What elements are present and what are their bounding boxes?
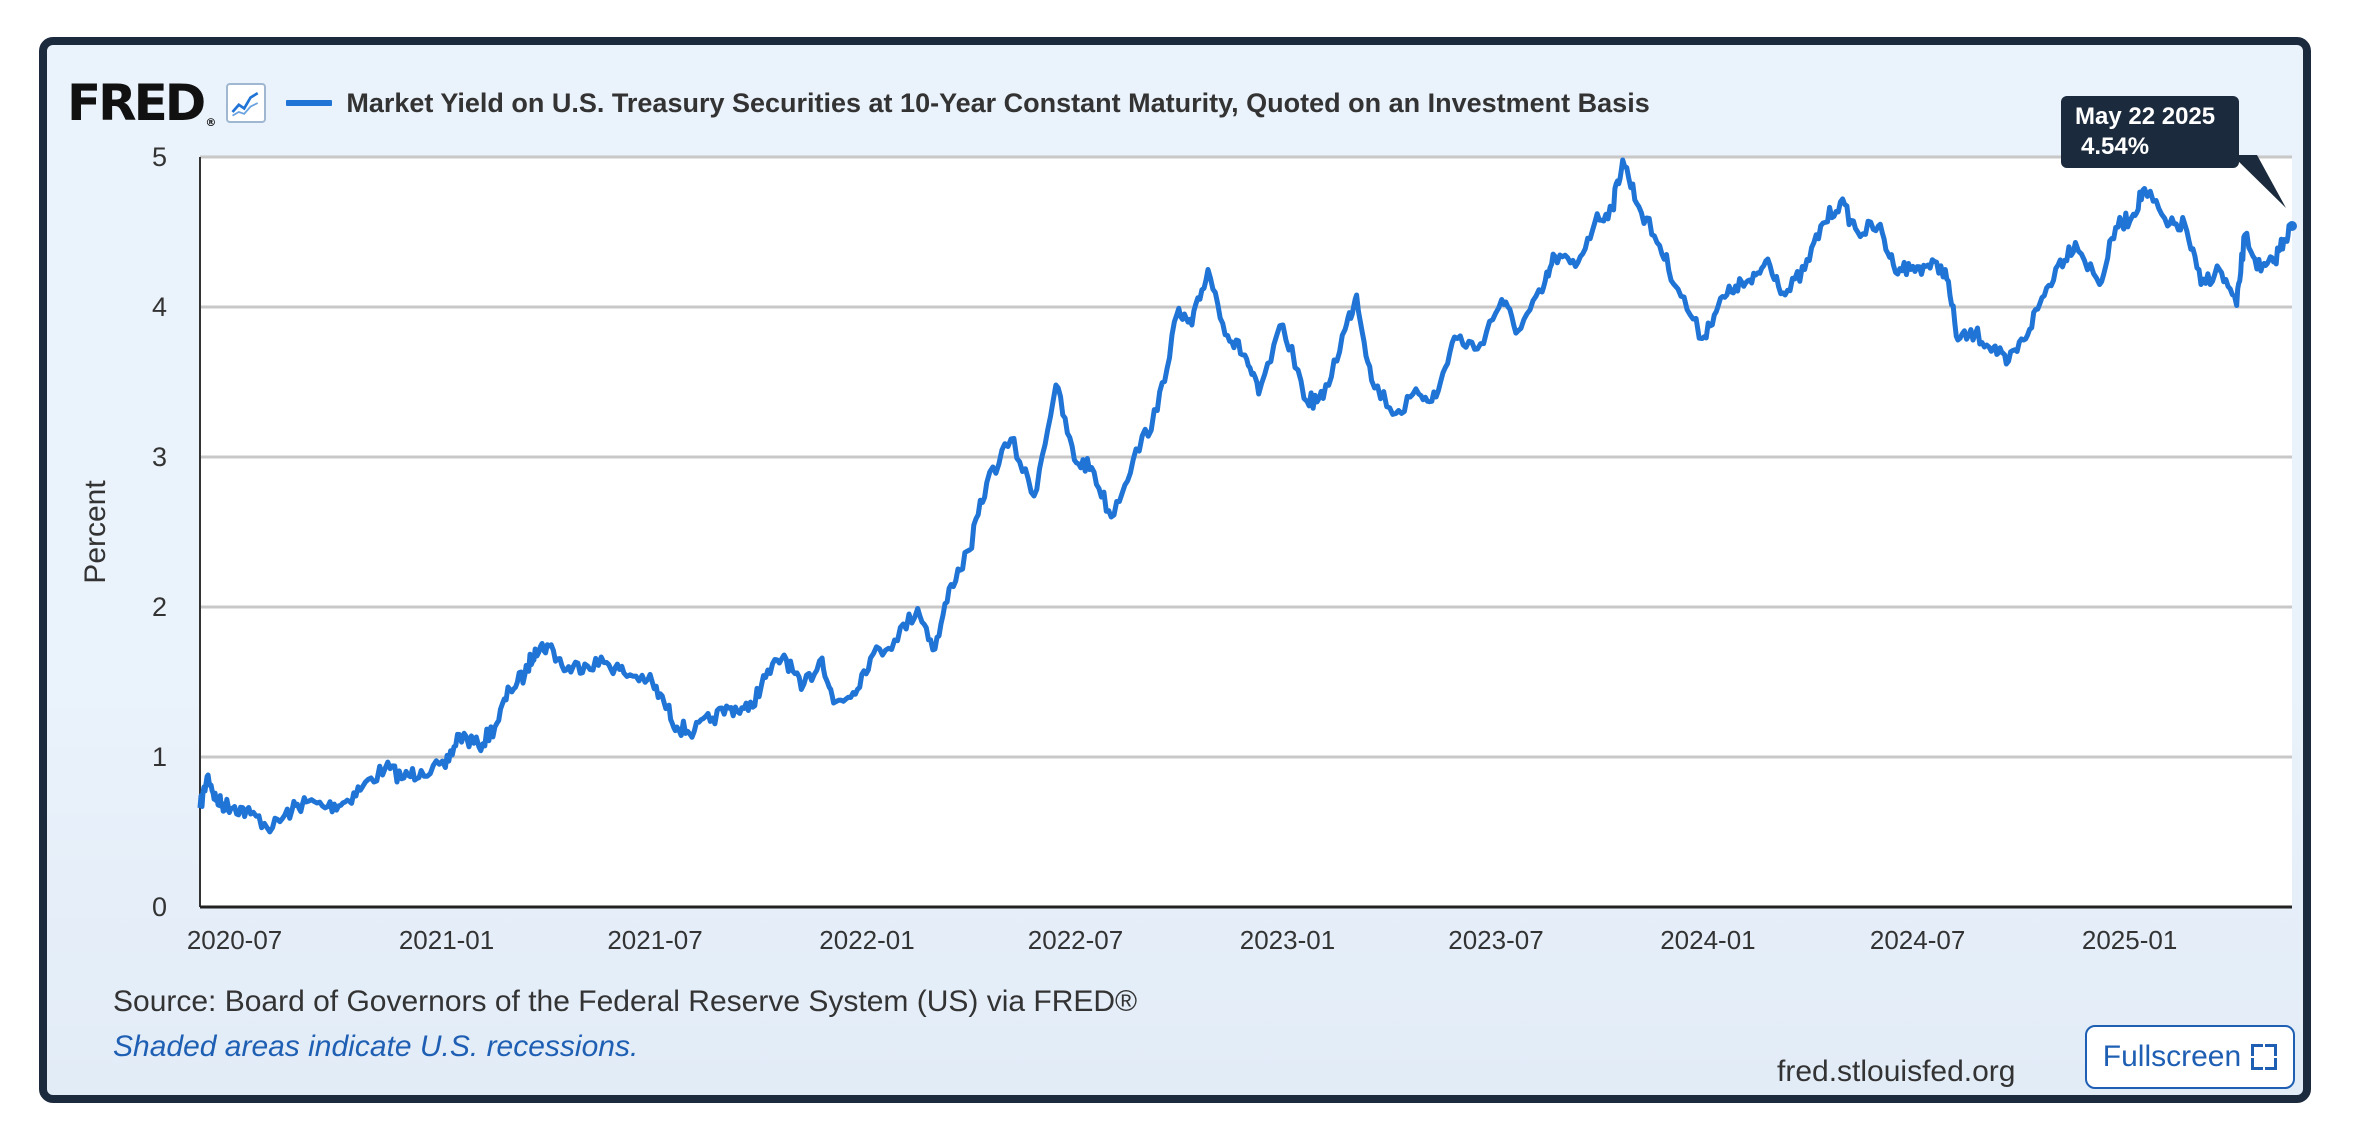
y-tick-label: 2: [152, 592, 167, 622]
y-axis-label: Percent: [79, 480, 112, 584]
x-tick-label: 2022-07: [1028, 925, 1123, 955]
y-tick-label: 1: [152, 742, 167, 772]
fullscreen-icon: [2251, 1044, 2278, 1070]
x-tick-label: 2021-01: [399, 925, 494, 955]
logo-reg-mark: ®: [205, 116, 217, 129]
line-chart[interactable]: 0 1 2 3 4 5 2020-07 2021-01 2021-07 2022-01 2022-0…: [47, 45, 2303, 1095]
y-tick-label: 0: [152, 892, 167, 922]
y-tick-label: 3: [152, 442, 167, 472]
x-tick-label: 2024-07: [1870, 925, 1965, 955]
hover-point[interactable]: [2287, 221, 2297, 231]
site-url: fred.stlouisfed.org: [1777, 1055, 2016, 1088]
fullscreen-label: Fullscreen: [2102, 1040, 2242, 1073]
chart-container: FRED ® Market Yield on U.S. Treasury Secu…: [39, 37, 2311, 1103]
fred-logo[interactable]: FRED ®: [67, 78, 216, 128]
chart-header: FRED ® Market Yield on U.S. Treasury Secu…: [67, 73, 1650, 133]
x-tick-label: 2023-01: [1240, 925, 1335, 955]
x-tick-label: 2021-07: [607, 925, 702, 955]
x-tick-label: 2025-01: [2082, 925, 2177, 955]
x-tick-label: 2024-01: [1660, 925, 1755, 955]
logo-text: FRED: [67, 74, 206, 132]
x-tick-label: 2023-07: [1448, 925, 1543, 955]
y-tick-label: 5: [152, 142, 167, 172]
x-tick-label: 2020-07: [187, 925, 282, 955]
tooltip-value: 4.54%: [2081, 133, 2150, 160]
fullscreen-button[interactable]: Fullscreen: [2085, 1025, 2295, 1089]
source-note: Source: Board of Governors of the Federa…: [113, 985, 1138, 1018]
chart-tooltip: May 22 2025 4.54%: [2061, 96, 2239, 168]
series-title: Market Yield on U.S. Treasury Securities…: [346, 87, 1650, 118]
x-tick-label: 2022-01: [819, 925, 914, 955]
y-tick-label: 4: [152, 292, 167, 322]
plot-area: [200, 157, 2292, 907]
series-line[interactable]: [197, 157, 2294, 835]
tooltip-pointer: [2232, 155, 2286, 208]
recession-note[interactable]: Shaded areas indicate U.S. recessions.: [113, 1030, 639, 1063]
tooltip-date: May 22 2025: [2075, 103, 2216, 130]
line-graph-icon[interactable]: [226, 83, 267, 123]
legend-swatch: [286, 100, 333, 106]
